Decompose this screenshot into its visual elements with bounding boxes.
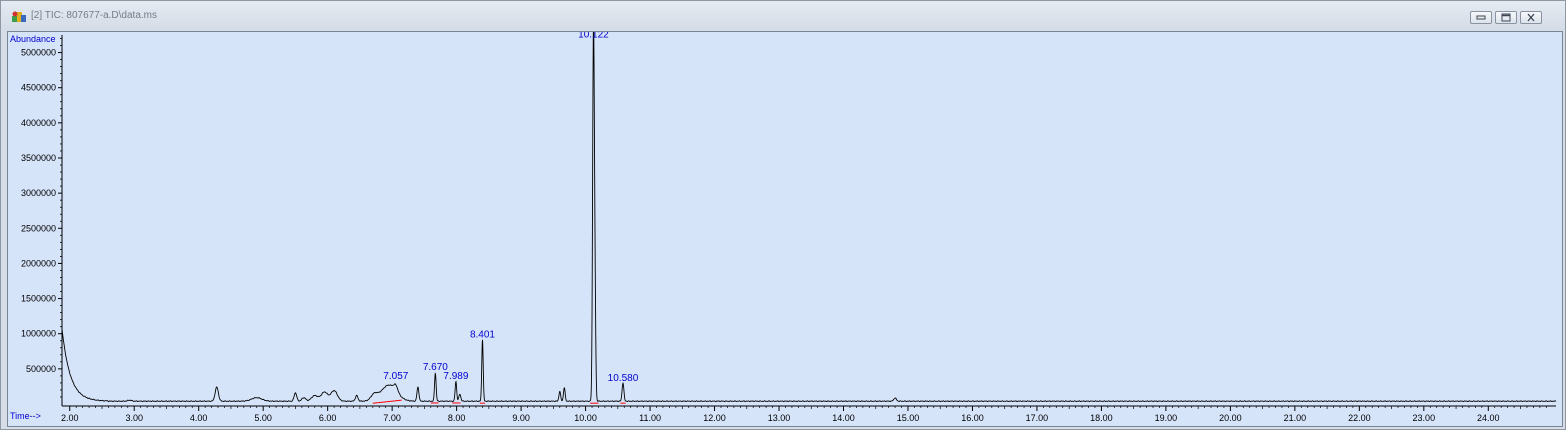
peak-label: 10.580 (608, 373, 639, 384)
x-tick-label: 4.00 (190, 413, 208, 423)
x-tick-label: 13.00 (768, 413, 791, 423)
x-tick-label: 8.00 (448, 413, 466, 423)
y-tick-label: 4500000 (21, 83, 56, 93)
close-button[interactable] (1520, 11, 1542, 24)
restore-icon (1501, 13, 1511, 22)
peak-label: 8.401 (470, 329, 495, 340)
minimize-button[interactable] (1470, 11, 1492, 24)
y-tick-label: 2000000 (21, 258, 56, 268)
y-axis-title: Abundance (10, 34, 56, 44)
axes (58, 35, 1556, 411)
x-tick-label: 7.00 (383, 413, 401, 423)
x-tick-label: 12.00 (703, 413, 726, 423)
y-tick-label: 1500000 (21, 294, 56, 304)
y-tick-label: 5000000 (21, 48, 56, 58)
close-icon (1527, 13, 1535, 22)
x-axis-title: Time--> (10, 411, 41, 421)
peak-label: 7.989 (443, 371, 468, 382)
x-tick-label: 2.00 (61, 413, 79, 423)
peak-label: 7.057 (383, 371, 408, 382)
x-tick-label: 17.00 (1026, 413, 1049, 423)
y-tick-label: 500000 (26, 364, 56, 374)
x-tick-label: 18.00 (1090, 413, 1113, 423)
chart-labels: 500000 1000000 1500000 2000000 2500000 300000… (10, 32, 1500, 423)
chart-marks (61, 32, 1557, 404)
y-tick-label: 2500000 (21, 223, 56, 233)
chromatogram-app-icon (12, 11, 26, 22)
peak-label: 10.122 (578, 32, 609, 40)
x-tick-label: 9.00 (512, 413, 530, 423)
peak-label: 7.670 (423, 362, 448, 373)
restore-button[interactable] (1495, 11, 1517, 24)
tic-chart[interactable]: 500000 1000000 1500000 2000000 2500000 300000… (8, 32, 1562, 426)
integration-baseline (372, 399, 402, 404)
x-tick-label: 5.00 (254, 413, 272, 423)
x-tick-label: 21.00 (1284, 413, 1307, 423)
x-tick-label: 22.00 (1348, 413, 1371, 423)
y-tick-label: 1000000 (21, 329, 56, 339)
window-title: [2] TIC: 807677-a.D\data.ms (31, 10, 157, 21)
y-tick-label: 3500000 (21, 153, 56, 163)
title-bar[interactable]: [2] TIC: 807677-a.D\data.ms (1, 1, 1565, 31)
x-tick-label: 16.00 (961, 413, 984, 423)
x-tick-label: 15.00 (897, 413, 920, 423)
x-tick-label: 14.00 (832, 413, 855, 423)
plot-background (8, 32, 1562, 426)
x-tick-label: 23.00 (1413, 413, 1436, 423)
x-tick-label: 20.00 (1219, 413, 1242, 423)
plot-area[interactable]: 500000 1000000 1500000 2000000 2500000 300000… (7, 31, 1563, 427)
y-tick-label: 3000000 (21, 188, 56, 198)
x-tick-label: 24.00 (1477, 413, 1500, 423)
x-tick-label: 3.00 (125, 413, 143, 423)
x-tick-label: 11.00 (639, 413, 661, 423)
tic-trace (61, 32, 1557, 403)
y-tick-label: 4000000 (21, 118, 56, 128)
minimize-icon (1476, 15, 1486, 20)
x-tick-label: 10.00 (574, 413, 597, 423)
x-tick-label: 19.00 (1155, 413, 1178, 423)
x-tick-label: 6.00 (319, 413, 337, 423)
